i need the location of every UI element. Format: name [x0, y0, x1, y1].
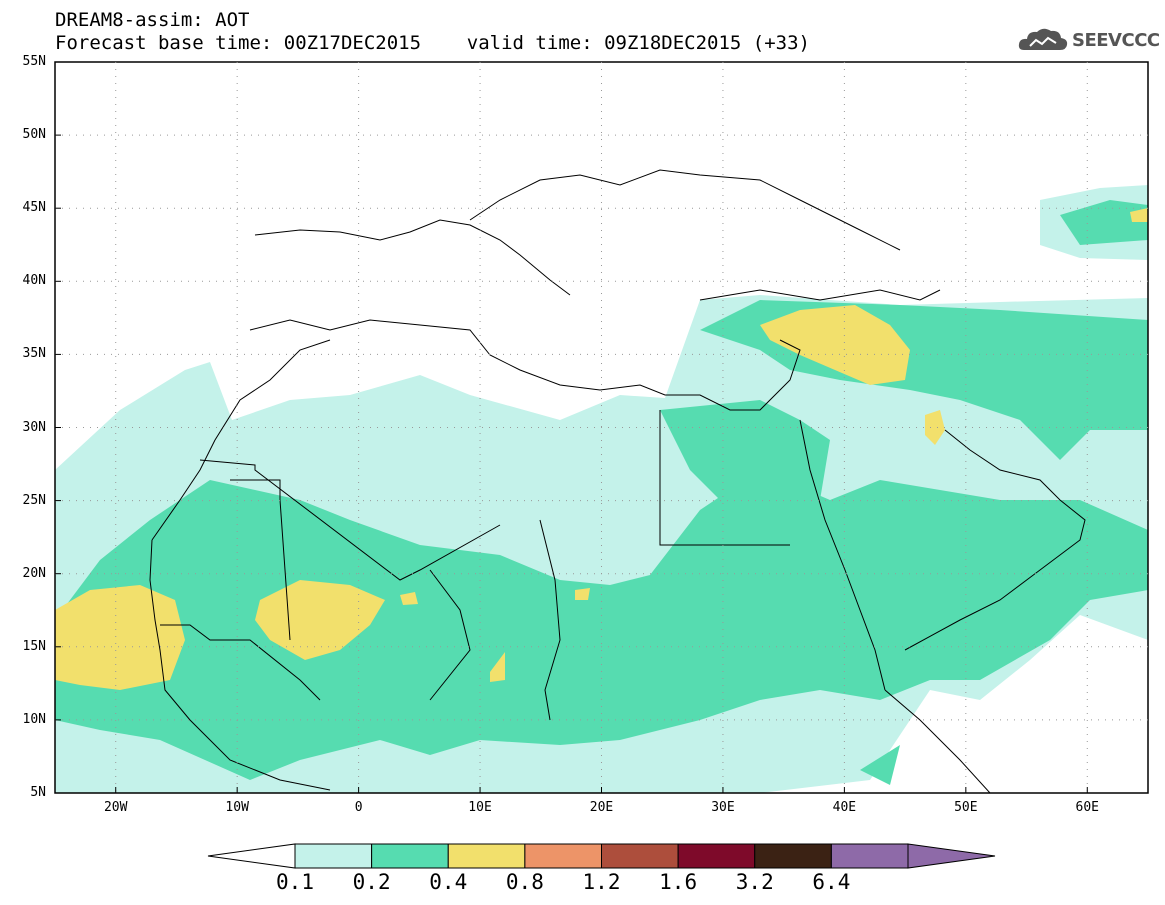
colorbar-segment [601, 843, 679, 869]
lon-label: 40E [832, 800, 857, 815]
lat-label: 15N [22, 638, 46, 654]
colorbar-segment [830, 843, 909, 869]
colorbar-level-label: 3.2 [735, 870, 774, 894]
colorbar-level-label: 0.2 [352, 870, 391, 894]
aot-fields [55, 169, 1148, 793]
lat-label: 10N [22, 711, 46, 727]
logo-text: SEEVCCC [1072, 29, 1160, 51]
lat-label: 35N [22, 346, 46, 362]
lon-label: 30E [711, 800, 735, 815]
lat-label: 25N [22, 492, 46, 508]
colorbar-segment [371, 843, 449, 869]
colorbar-segment [447, 843, 526, 869]
colorbar-underflow [207, 843, 296, 869]
colorbar-overflow [907, 843, 996, 869]
lon-label: 20E [589, 800, 614, 815]
colorbar-level-label: 0.4 [429, 870, 468, 894]
lon-label: 10E [468, 800, 492, 815]
aot-level-0-4 [55, 208, 1148, 690]
colorbar-segment [677, 843, 756, 869]
colorbar-level-label: 1.6 [659, 870, 698, 894]
lon-label: 60E [1075, 800, 1100, 815]
map-title: DREAM8-assim: AOT [55, 9, 250, 31]
lat-label: 20N [22, 565, 46, 581]
lon-label: 10W [225, 800, 249, 815]
aot-level-0-2 [55, 200, 1148, 785]
lon-label: 50E [954, 800, 978, 815]
lat-label: 40N [22, 273, 46, 289]
colorbar-level-label: 0.8 [505, 870, 544, 894]
lon-label: 20W [103, 800, 128, 815]
colorbar-segment [524, 843, 602, 869]
colorbar-segment [294, 843, 373, 869]
cloud-icon [1018, 28, 1068, 50]
lat-label: 5N [30, 785, 46, 800]
lon-label: 0 [354, 800, 363, 815]
colorbar-level-label: 1.2 [582, 870, 621, 894]
coastlines [149, 169, 1086, 793]
colorbar-level-label: 6.4 [812, 870, 851, 894]
seevccc-logo: SEEVCCC [1018, 26, 1160, 54]
colorbar-level-label: 0.1 [276, 870, 314, 894]
map-subtitle-times: Forecast base time: 00Z17DEC2015 valid t… [55, 32, 810, 54]
colorbar-segment [754, 843, 832, 869]
lat-label: 55N [22, 54, 46, 69]
axis-ticks [55, 134, 1088, 793]
lat-label: 50N [22, 127, 46, 143]
graticule [55, 62, 1148, 793]
lat-label: 30N [22, 419, 46, 435]
lat-label: 45N [22, 200, 46, 216]
